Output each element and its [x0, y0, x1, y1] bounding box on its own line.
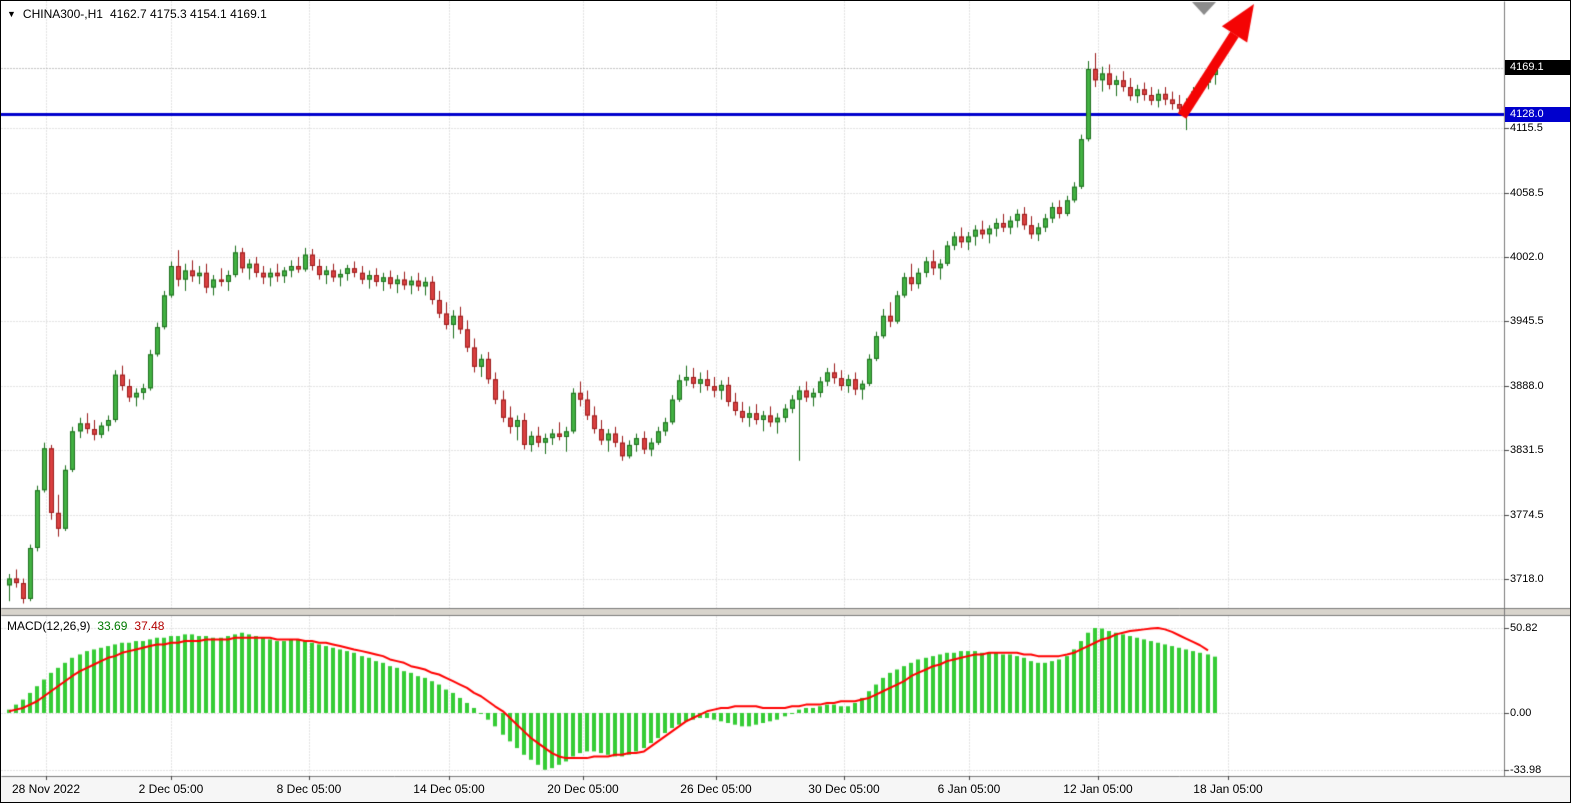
current-price-tag: 4169.1 — [1505, 60, 1570, 75]
hline-price-tag: 4128.0 — [1505, 107, 1570, 122]
macd-indicator-label: MACD(12,26,9) 33.69 37.48 — [7, 619, 164, 633]
macd-signal-value: 37.48 — [134, 619, 165, 633]
chart-title: ▼ CHINA300-,H1 4162.7 4175.3 4154.1 4169… — [7, 7, 267, 21]
macd-name: MACD(12,26,9) — [7, 619, 91, 633]
symbol-period-label: CHINA300-,H1 — [22, 7, 103, 21]
ohlc-values: 4162.7 4175.3 4154.1 4169.1 — [109, 7, 267, 21]
macd-main-value: 33.69 — [97, 619, 128, 633]
symbol-dropdown-icon[interactable]: ▼ — [7, 9, 16, 19]
